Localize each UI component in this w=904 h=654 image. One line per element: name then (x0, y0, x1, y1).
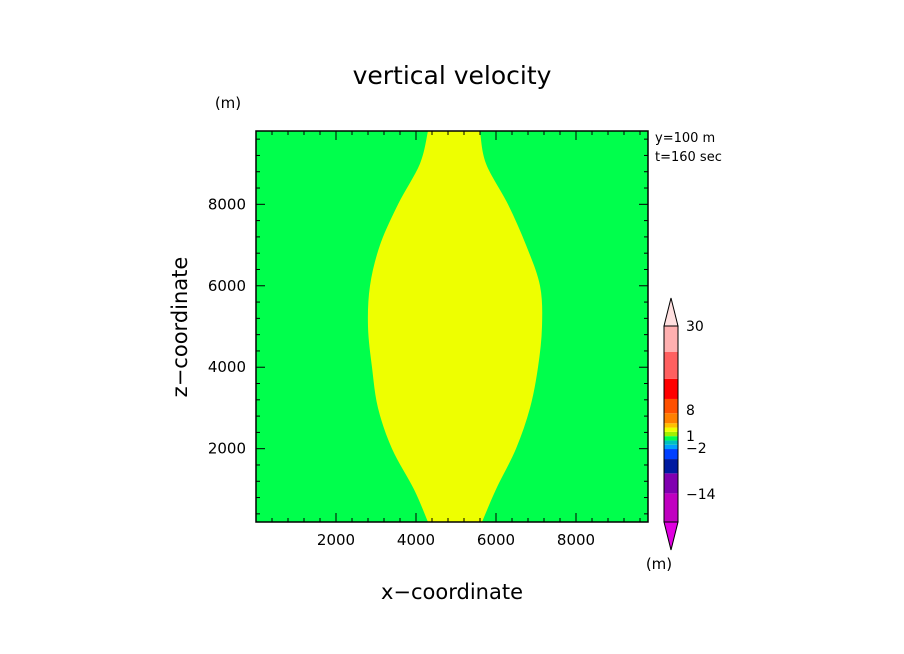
colorbar-segment (664, 431, 678, 437)
colorbar-segment (664, 423, 678, 428)
colorbar-segment (664, 398, 678, 414)
colorbar-segment (664, 444, 678, 450)
x-axis-label: x−coordinate (381, 580, 523, 604)
colorbar-segment (664, 378, 678, 399)
x-tick-label: 6000 (477, 531, 515, 549)
y-tick-label: 2000 (208, 440, 246, 458)
colorbar-segment (664, 326, 678, 352)
info-y-position: y=100 m (655, 131, 715, 146)
colorbar-lower-arrow (663, 521, 679, 551)
plot-area (255, 130, 649, 523)
plot-frame (255, 130, 649, 523)
colorbar-frame (663, 325, 679, 523)
colorbar-segment (664, 493, 678, 522)
y-axis-ticks: 2000 4000 6000 8000 (208, 138, 648, 515)
colorbar-segment (664, 436, 678, 441)
info-time: t=160 sec (655, 150, 722, 165)
colorbar: 30 8 1−2 −14 (663, 297, 716, 551)
colorbar-unit-label: (m) (646, 555, 672, 573)
chart-title: vertical velocity (353, 61, 552, 90)
y-axis-label: z−coordinate (168, 257, 192, 398)
colorbar-segment (664, 459, 678, 474)
colorbar-segment (664, 449, 678, 460)
colorbar-upper-arrow (663, 297, 679, 327)
colorbar-label: 1 (686, 429, 695, 445)
colorbar-segment (664, 440, 678, 445)
y-tick-label: 8000 (208, 195, 246, 213)
colorbar-label: 30 (686, 319, 704, 335)
x-axis-ticks: 2000 4000 6000 8000 (271, 131, 641, 549)
y-tick-label: 4000 (208, 358, 246, 376)
x-tick-label: 8000 (557, 531, 595, 549)
colorbar-label: −2 (686, 441, 707, 457)
positive-velocity-region (367, 131, 543, 522)
colorbar-segment (664, 413, 678, 424)
colorbar-segment (664, 473, 678, 494)
z-unit-label: (m) (215, 94, 241, 112)
x-tick-label: 4000 (397, 531, 435, 549)
colorbar-label: −14 (686, 487, 716, 503)
y-tick-label: 6000 (208, 277, 246, 295)
colorbar-segment (664, 427, 678, 432)
colorbar-segment (664, 351, 678, 379)
colorbar-label: 8 (686, 403, 695, 419)
x-tick-label: 2000 (317, 531, 355, 549)
